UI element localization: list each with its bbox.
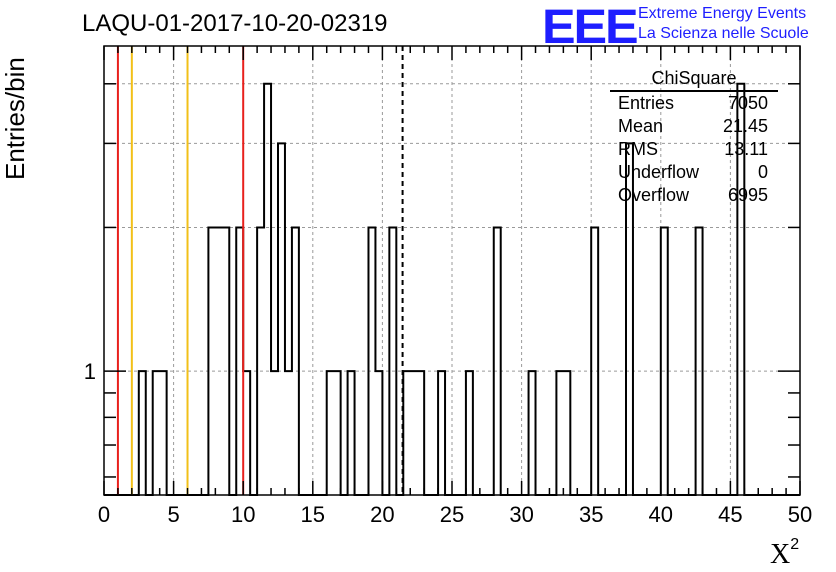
stats-value: 13.11 (724, 139, 768, 159)
stats-row: Entries 7050 (610, 92, 778, 115)
x-tick-label: 45 (718, 502, 742, 527)
stats-label: Entries (618, 93, 675, 113)
stats-row: RMS 13.11 (610, 138, 778, 161)
x-tick-label: 25 (440, 502, 464, 527)
stats-title: ChiSquare (610, 66, 778, 92)
stats-value: 7050 (727, 93, 768, 113)
x-tick-label: 20 (370, 502, 394, 527)
eee-logo: EEE (542, 1, 639, 54)
stats-row: Mean 21.45 (610, 115, 778, 138)
x-tick-label: 10 (231, 502, 255, 527)
stats-row: Overflow 6995 (610, 184, 778, 207)
stats-label: Mean (618, 116, 664, 136)
x-axis-label: X2 (770, 536, 799, 571)
brand-line-2: La Scienza nelle Scuole (638, 25, 809, 42)
x-tick-label: 30 (509, 502, 533, 527)
stats-label: Overflow (618, 185, 690, 205)
x-tick-label: 40 (649, 502, 673, 527)
stats-value: 0 (757, 162, 768, 182)
stats-label: RMS (618, 139, 658, 159)
stats-box: ChiSquare Entries 7050 Mean 21.45 RMS 13.11… (610, 66, 778, 207)
chart-title: LAQU-01-2017-10-20-02319 (82, 10, 388, 37)
x-axis-label-superscript: 2 (790, 536, 800, 553)
x-tick-label: 15 (301, 502, 325, 527)
x-tick-label: 35 (579, 502, 603, 527)
stats-row: Underflow 0 (610, 161, 778, 184)
x-tick-label: 5 (167, 502, 179, 527)
stats-label: Underflow (618, 162, 700, 182)
brand-line-1: Extreme Energy Events (638, 5, 807, 22)
x-axis-label-symbol: X (770, 539, 791, 570)
stats-value: 21.45 (722, 116, 768, 136)
x-tick-label: 0 (98, 502, 110, 527)
x-tick-label: 50 (788, 502, 812, 527)
y-axis-label: Entries/bin (0, 57, 30, 180)
y-tick-label: 1 (84, 359, 96, 384)
stats-value: 6995 (727, 185, 768, 205)
